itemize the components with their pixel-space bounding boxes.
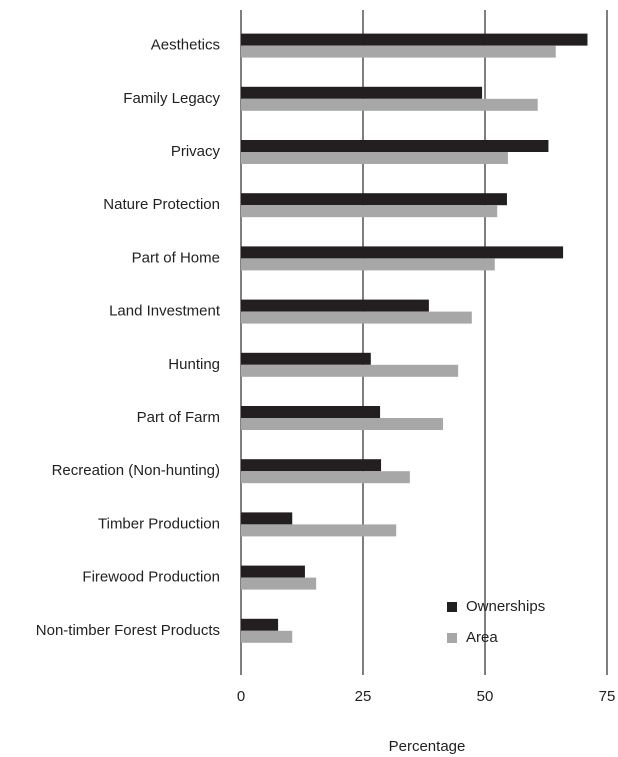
y-tick-label: Hunting — [168, 356, 220, 373]
bar — [241, 630, 293, 643]
x-tick-label: 25 — [355, 688, 372, 705]
bar — [241, 471, 410, 484]
bar — [241, 364, 459, 377]
y-tick-label: Land Investment — [109, 303, 221, 320]
legend-label: Area — [466, 629, 498, 646]
bar — [241, 98, 538, 111]
bar — [241, 459, 382, 472]
x-tick-label: 0 — [237, 688, 245, 705]
bar — [241, 205, 498, 218]
y-tick-label: Recreation (Non-hunting) — [52, 462, 220, 479]
bar — [241, 258, 495, 271]
legend-swatch — [447, 633, 457, 643]
y-tick-label: Aesthetics — [151, 37, 220, 54]
bar — [241, 311, 472, 324]
bar — [241, 512, 293, 525]
bar — [241, 86, 483, 99]
bar — [241, 45, 556, 58]
x-axis-label: Percentage — [389, 738, 466, 755]
y-tick-label: Timber Production — [98, 515, 220, 532]
x-tick-label: 50 — [477, 688, 494, 705]
legend-swatch — [447, 602, 457, 612]
bar — [241, 33, 588, 46]
bar — [241, 565, 305, 578]
y-tick-label: Family Legacy — [123, 90, 220, 107]
y-tick-label: Firewood Production — [82, 569, 220, 586]
legend-label: Ownerships — [466, 598, 545, 615]
bar — [241, 418, 444, 430]
y-tick-label: Nature Protection — [103, 196, 220, 213]
bar — [241, 193, 507, 206]
bar — [241, 618, 279, 631]
bar — [241, 352, 371, 365]
bar — [241, 406, 381, 418]
y-tick-label: Part of Farm — [137, 409, 220, 426]
bar — [241, 140, 549, 152]
bar — [241, 299, 429, 312]
bar — [241, 246, 564, 259]
y-tick-label: Part of Home — [132, 249, 220, 266]
bar — [241, 524, 397, 537]
y-tick-label: Non-timber Forest Products — [36, 622, 220, 639]
y-tick-label: Privacy — [171, 143, 221, 160]
x-tick-label: 75 — [599, 688, 616, 705]
bar — [241, 577, 317, 590]
bar — [241, 152, 508, 164]
